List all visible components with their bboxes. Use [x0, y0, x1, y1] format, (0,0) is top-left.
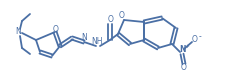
Text: O: O — [119, 10, 125, 20]
Text: NH: NH — [91, 37, 103, 47]
Text: N: N — [81, 34, 87, 42]
Text: O: O — [108, 16, 114, 24]
Text: O: O — [53, 24, 59, 34]
Text: N: N — [180, 46, 186, 54]
Text: O: O — [181, 64, 187, 73]
Text: +: + — [185, 43, 189, 48]
Text: O: O — [192, 35, 198, 45]
Text: N: N — [15, 27, 21, 35]
Text: -: - — [199, 33, 201, 41]
